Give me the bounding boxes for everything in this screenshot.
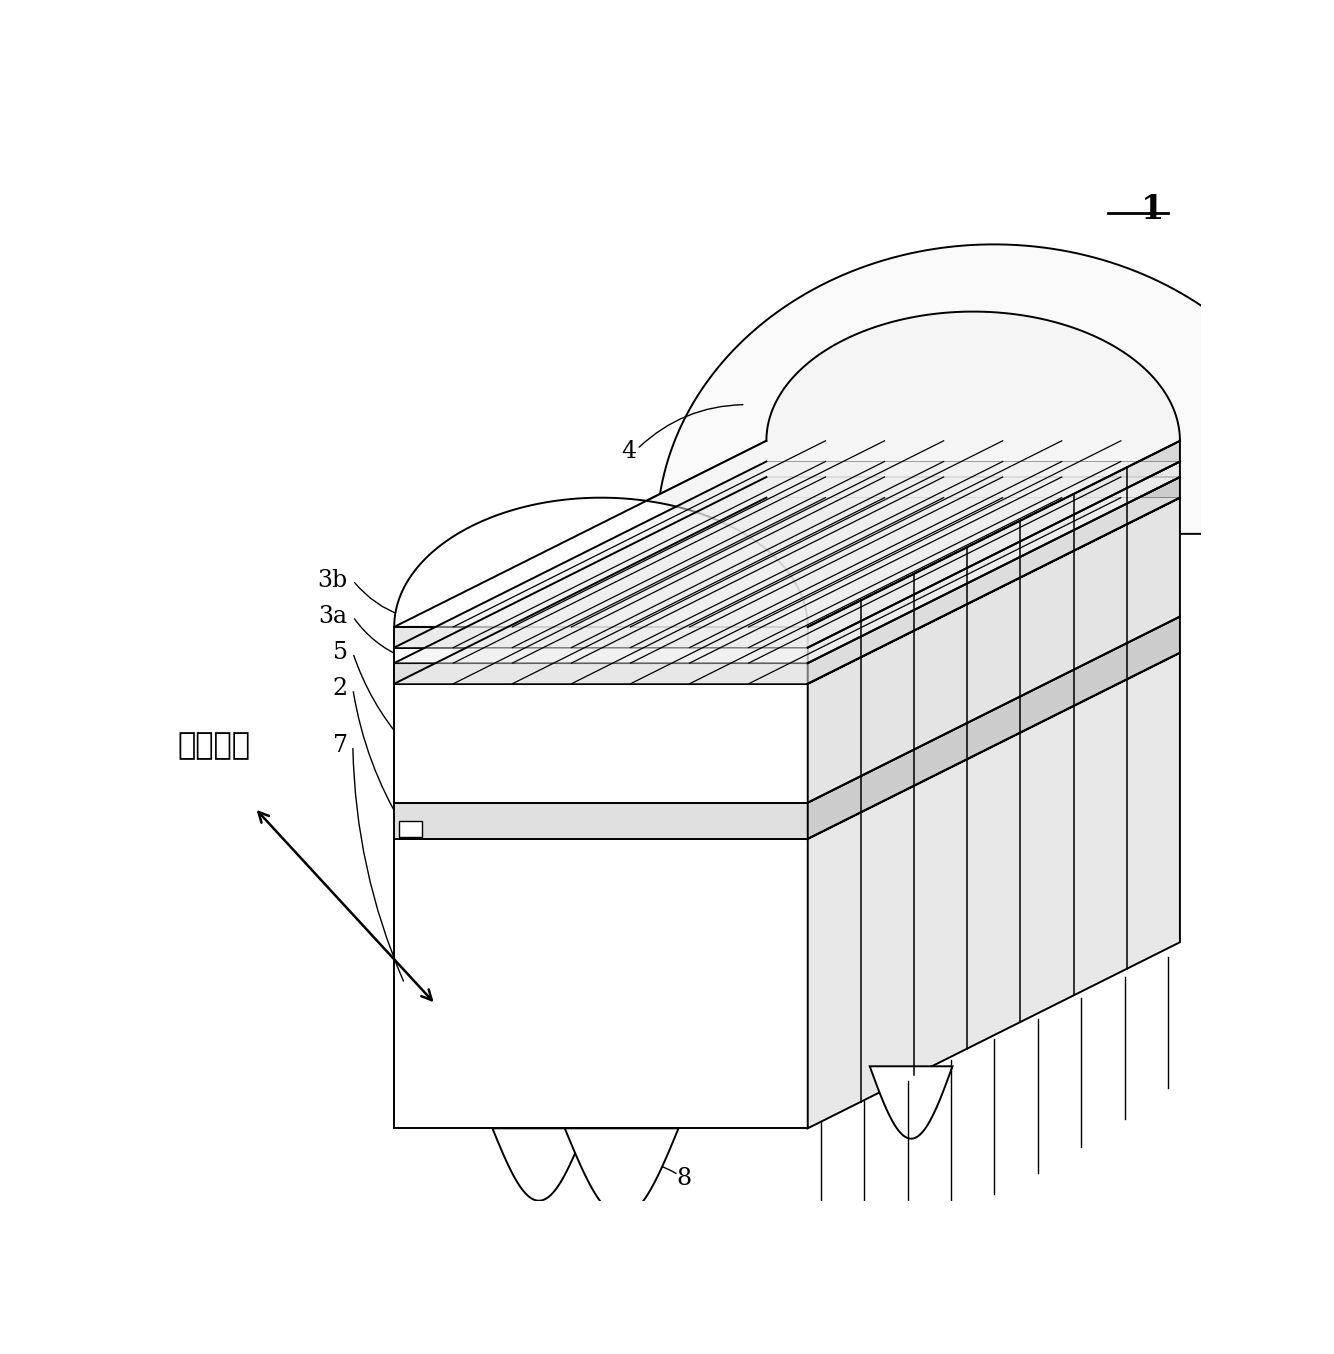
Polygon shape [808,477,1181,684]
Text: 3b: 3b [317,569,348,592]
Polygon shape [395,653,1181,839]
Text: 4: 4 [622,440,636,463]
Polygon shape [656,245,1331,533]
Polygon shape [395,498,808,627]
Polygon shape [395,803,808,839]
Text: 5: 5 [332,642,348,665]
Text: 1: 1 [1141,192,1165,226]
Polygon shape [808,498,1181,803]
Polygon shape [808,616,1181,839]
Polygon shape [395,498,1181,684]
Polygon shape [395,684,808,803]
Polygon shape [395,311,1181,627]
Polygon shape [395,647,808,663]
Polygon shape [395,498,1181,684]
Polygon shape [808,462,1181,663]
Polygon shape [395,477,1181,663]
Text: 3a: 3a [319,605,348,628]
Polygon shape [564,1128,679,1216]
Polygon shape [395,627,808,647]
Text: 2: 2 [332,677,348,700]
Text: 7: 7 [332,734,348,757]
Text: 8: 8 [676,1167,691,1190]
Polygon shape [395,477,1181,663]
Polygon shape [808,653,1181,1128]
Polygon shape [808,441,1181,647]
Polygon shape [492,1128,586,1201]
Polygon shape [395,616,1181,803]
Polygon shape [870,1067,952,1139]
Polygon shape [395,663,808,684]
Polygon shape [395,441,1181,627]
Polygon shape [395,462,1181,647]
Bar [399,822,422,837]
Text: 扫描方向: 扫描方向 [177,731,249,761]
Polygon shape [395,462,1181,647]
Polygon shape [395,839,808,1128]
